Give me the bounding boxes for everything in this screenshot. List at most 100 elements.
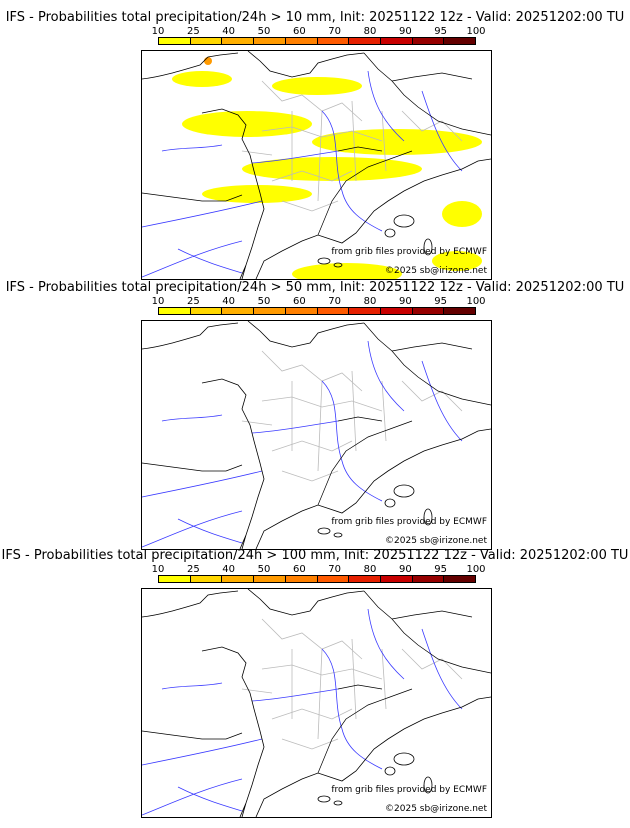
colorbar-segment xyxy=(254,38,286,44)
colorbar-tick-label: 70 xyxy=(328,296,342,307)
rivers xyxy=(142,70,463,278)
colorbar-segment xyxy=(222,576,255,582)
map-area: from grib files provided by ECMWF ©2025 … xyxy=(141,50,492,280)
source-credit: from grib files provided by ECMWF xyxy=(331,247,487,257)
colorbar-segment xyxy=(349,576,381,582)
coastline xyxy=(142,321,491,549)
island xyxy=(423,776,433,794)
island xyxy=(393,752,415,766)
map-area: from grib files provided by ECMWF ©2025 … xyxy=(141,588,492,818)
colorbar-segment xyxy=(349,308,381,314)
admin-boundaries xyxy=(241,80,463,212)
admin-boundaries xyxy=(241,618,463,750)
colorbar-tick-label: 25 xyxy=(186,564,200,575)
map-canvas xyxy=(142,51,491,279)
colorbar-tick-label: 90 xyxy=(398,26,412,37)
panel-title: IFS - Probabilities total precipitation/… xyxy=(5,10,625,25)
colorbar-segment xyxy=(190,38,223,44)
colorbar-tick-label: 100 xyxy=(466,26,486,37)
colorbar-segment xyxy=(444,576,476,582)
colorbar-tick-label: 90 xyxy=(398,296,412,307)
colorbar-segment xyxy=(317,576,350,582)
colorbar-segment xyxy=(190,576,223,582)
panel-title: IFS - Probabilities total precipitation/… xyxy=(5,280,625,295)
panel-title: IFS - Probabilities total precipitation/… xyxy=(1,548,629,563)
colorbar-labels: 10 25 40 50 60 70 80 90 95 100 xyxy=(152,564,486,576)
island xyxy=(333,262,343,268)
map-panel-100mm: IFS - Probabilities total precipitation/… xyxy=(0,548,630,818)
colorbar-segment xyxy=(380,38,413,44)
colorbar-tick-label: 100 xyxy=(466,296,486,307)
colorbar-tick-label: 95 xyxy=(434,564,448,575)
country-borders xyxy=(317,590,491,774)
colorbar-tick-label: 10 xyxy=(151,26,165,37)
copyright-credit: ©2025 sb@irizone.net xyxy=(385,804,487,814)
colorbar-segment xyxy=(412,38,445,44)
colorbar xyxy=(158,37,476,45)
map-area: from grib files provided by ECMWF ©2025 … xyxy=(141,320,492,550)
copyright-credit: ©2025 sb@irizone.net xyxy=(385,536,487,546)
precip-probability-area xyxy=(172,71,232,87)
colorbar-labels: 10 25 40 50 60 70 80 90 95 100 xyxy=(152,26,486,38)
colorbar-tick-label: 60 xyxy=(292,26,306,37)
colorbar-labels: 10 25 40 50 60 70 80 90 95 100 xyxy=(152,296,486,308)
precip-probability-area xyxy=(442,201,482,227)
colorbar-segment xyxy=(412,308,445,314)
colorbar-tick-label: 60 xyxy=(292,564,306,575)
colorbar-tick-label: 60 xyxy=(292,296,306,307)
island xyxy=(423,508,433,526)
colorbar-tick-label: 95 xyxy=(434,26,448,37)
island xyxy=(317,257,331,265)
colorbar-segment xyxy=(444,38,476,44)
map-panel-10mm: IFS - Probabilities total precipitation/… xyxy=(0,10,630,280)
colorbar-segment xyxy=(159,576,191,582)
colorbar-segment xyxy=(285,38,318,44)
colorbar-segment xyxy=(159,308,191,314)
colorbar-tick-label: 50 xyxy=(257,296,271,307)
precip-probability-area xyxy=(432,251,482,271)
colorbar-tick-label: 10 xyxy=(151,296,165,307)
island xyxy=(333,532,343,538)
colorbar-segment xyxy=(222,308,255,314)
colorbar-segment xyxy=(380,576,413,582)
colorbar-tick-label: 40 xyxy=(222,296,236,307)
colorbar-tick-label: 70 xyxy=(328,564,342,575)
island xyxy=(384,228,396,238)
colorbar-tick-label: 40 xyxy=(222,26,236,37)
map-canvas xyxy=(142,589,491,817)
colorbar-segment xyxy=(254,308,286,314)
colorbar-segment xyxy=(285,576,318,582)
colorbar-segment xyxy=(222,38,255,44)
colorbar-segment xyxy=(444,308,476,314)
island xyxy=(317,527,331,535)
colorbar-tick-label: 80 xyxy=(363,296,377,307)
colorbar-segment xyxy=(285,308,318,314)
colorbar-tick-label: 50 xyxy=(257,26,271,37)
colorbar-tick-label: 40 xyxy=(222,564,236,575)
source-credit: from grib files provided by ECMWF xyxy=(331,785,487,795)
colorbar-segment xyxy=(380,308,413,314)
island xyxy=(317,795,331,803)
precip-probability-area xyxy=(182,111,312,137)
copyright-credit: ©2025 sb@irizone.net xyxy=(385,266,487,276)
source-credit: from grib files provided by ECMWF xyxy=(331,517,487,527)
colorbar-tick-label: 80 xyxy=(363,26,377,37)
colorbar-tick-label: 80 xyxy=(363,564,377,575)
colorbar-tick-label: 90 xyxy=(398,564,412,575)
precip-probability-area xyxy=(242,157,422,181)
colorbar xyxy=(158,307,476,315)
island xyxy=(333,800,343,806)
colorbar-tick-label: 95 xyxy=(434,296,448,307)
country-borders xyxy=(317,322,491,506)
colorbar-segment xyxy=(317,38,350,44)
colorbar-tick-label: 100 xyxy=(466,564,486,575)
colorbar-segment xyxy=(317,308,350,314)
colorbar-segment xyxy=(159,38,191,44)
precip-probability-area xyxy=(204,57,212,65)
colorbar-tick-label: 70 xyxy=(328,26,342,37)
precip-probability-area xyxy=(272,77,362,95)
island xyxy=(384,498,396,508)
island xyxy=(384,766,396,776)
rivers xyxy=(142,608,463,816)
colorbar-segment xyxy=(190,308,223,314)
